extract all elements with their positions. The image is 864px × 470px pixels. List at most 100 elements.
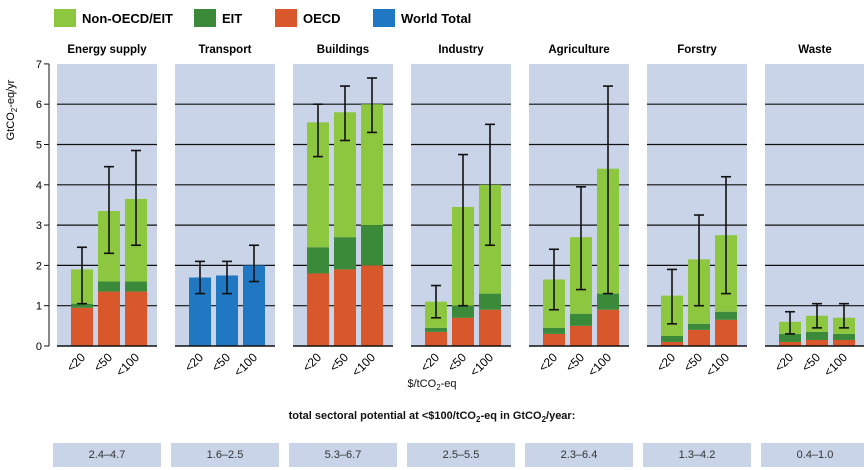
bar-segment-eit bbox=[334, 237, 356, 270]
sector-panel: Transport <20 <50<100 bbox=[175, 44, 275, 379]
x-category-label: <50 bbox=[799, 350, 824, 375]
x-category-label: <20 bbox=[64, 350, 89, 375]
y-tick-label: 7 bbox=[36, 59, 42, 71]
bar-segment-oecd bbox=[661, 341, 683, 346]
sector-range-box: 5.3–6.7 bbox=[289, 443, 397, 467]
x-category-label: <20 bbox=[300, 350, 325, 375]
bar-segment-oecd bbox=[125, 291, 147, 346]
bar-segment-eit bbox=[425, 327, 447, 332]
x-category-label: <20 bbox=[654, 350, 679, 375]
x-category-label: <100 bbox=[467, 350, 496, 379]
panel-title: Waste bbox=[798, 44, 831, 56]
sector-panel: Forstry <20 <50<100 bbox=[647, 44, 747, 379]
y-tick-label: 4 bbox=[36, 180, 42, 192]
x-category-label: <50 bbox=[209, 350, 234, 375]
y-axis-label: GtCO2-eq/yr bbox=[5, 79, 19, 140]
bar-segment-oecd bbox=[479, 309, 501, 346]
legend-label: Non-OECD/EIT bbox=[82, 11, 173, 26]
bar-segment-eit bbox=[833, 333, 855, 340]
bar-segment-oecd bbox=[361, 265, 383, 346]
bar-segment-eit bbox=[597, 293, 619, 310]
x-category-label: <50 bbox=[445, 350, 470, 375]
x-category-label: <100 bbox=[231, 350, 260, 379]
bar-segment-oecd bbox=[452, 317, 474, 346]
bar-segment-eit bbox=[779, 333, 801, 342]
panel-title: Buildings bbox=[317, 44, 369, 56]
y-tick-label: 0 bbox=[36, 341, 42, 353]
sector-panel: Buildings <20 <50<100 bbox=[293, 44, 393, 379]
bar-segment-eit bbox=[715, 311, 737, 320]
bar-segment-oecd bbox=[806, 339, 828, 346]
bar-segment-eit bbox=[661, 335, 683, 342]
y-tick-label: 3 bbox=[36, 220, 42, 232]
bar-segment-oecd bbox=[307, 273, 329, 346]
bar-segment-oecd bbox=[833, 339, 855, 346]
x-category-label: <100 bbox=[703, 350, 732, 379]
x-category-label: <20 bbox=[772, 350, 797, 375]
bar-segment-non-oecd bbox=[307, 122, 329, 248]
bar-segment-eit bbox=[570, 313, 592, 326]
bar-segment-oecd bbox=[570, 325, 592, 346]
x-category-label: <50 bbox=[327, 350, 352, 375]
bar-segment-non-oecd bbox=[361, 104, 383, 226]
legend-swatch bbox=[373, 9, 395, 27]
bar-segment-eit bbox=[307, 247, 329, 274]
x-category-label: <50 bbox=[563, 350, 588, 375]
x-category-label: <100 bbox=[113, 350, 142, 379]
x-category-label: <50 bbox=[91, 350, 116, 375]
bar-segment-oecd bbox=[71, 307, 93, 346]
sector-range-box: 0.4–1.0 bbox=[761, 443, 864, 467]
sector-panel: Waste <20 <50<100 bbox=[765, 44, 864, 379]
y-tick-label: 5 bbox=[36, 140, 42, 152]
x-category-label: <20 bbox=[182, 350, 207, 375]
bar-segment-eit bbox=[452, 305, 474, 318]
bar-segment-oecd bbox=[98, 291, 120, 346]
x-category-label: <50 bbox=[681, 350, 706, 375]
panel-background bbox=[765, 63, 864, 347]
legend-swatch bbox=[54, 9, 76, 27]
legend-swatch bbox=[275, 9, 297, 27]
bar-segment-oecd bbox=[688, 329, 710, 346]
sector-panel: Energy supply <20 <50<100 bbox=[57, 44, 157, 379]
sector-range-box: 1.6–2.5 bbox=[171, 443, 279, 467]
x-category-label: <100 bbox=[585, 350, 614, 379]
bar-segment-oecd bbox=[597, 309, 619, 346]
bar-segment-oecd bbox=[334, 269, 356, 346]
bar-segment-oecd bbox=[779, 341, 801, 346]
bar-segment-eit bbox=[125, 281, 147, 292]
x-category-label: <100 bbox=[349, 350, 378, 379]
sector-range-box: 2.5–5.5 bbox=[407, 443, 515, 467]
x-axis-unit: $/tCO2-eq bbox=[407, 378, 457, 393]
panel-title: Transport bbox=[198, 44, 251, 56]
bar-segment-world bbox=[189, 277, 211, 346]
bar-segment-non-oecd bbox=[334, 112, 356, 238]
x-category-label: <20 bbox=[418, 350, 443, 375]
panel-title: Industry bbox=[438, 44, 484, 56]
y-tick-label: 6 bbox=[36, 99, 42, 111]
bar-segment-eit bbox=[543, 327, 565, 334]
bar-segment-oecd bbox=[425, 331, 447, 346]
x-category-label: <100 bbox=[821, 350, 850, 379]
sector-panel: Industry <20 <50<100 bbox=[411, 44, 511, 379]
footnote: total sectoral potential at <$100/tCO2-e… bbox=[288, 410, 576, 425]
bar-segment-eit bbox=[806, 331, 828, 340]
bar-segment-eit bbox=[98, 281, 120, 292]
bar-segment-world bbox=[243, 265, 265, 346]
panel-title: Energy supply bbox=[67, 44, 147, 56]
bar-segment-eit bbox=[71, 303, 93, 308]
sector-range-box: 2.4–4.7 bbox=[53, 443, 161, 467]
legend-swatch bbox=[194, 9, 216, 27]
y-tick-label: 2 bbox=[36, 260, 42, 272]
sector-panel: Agriculture <20 <50<100 bbox=[529, 44, 629, 379]
x-category-label: <20 bbox=[536, 350, 561, 375]
panel-title: Agriculture bbox=[548, 44, 609, 56]
y-tick-label: 1 bbox=[36, 301, 42, 313]
bar-segment-eit bbox=[361, 225, 383, 266]
bar-segment-eit bbox=[479, 293, 501, 310]
panel-title: Forstry bbox=[677, 44, 717, 56]
legend-label: EIT bbox=[222, 11, 242, 26]
bar-segment-oecd bbox=[543, 333, 565, 346]
bar-segment-eit bbox=[688, 323, 710, 330]
bar-segment-oecd bbox=[715, 319, 737, 346]
